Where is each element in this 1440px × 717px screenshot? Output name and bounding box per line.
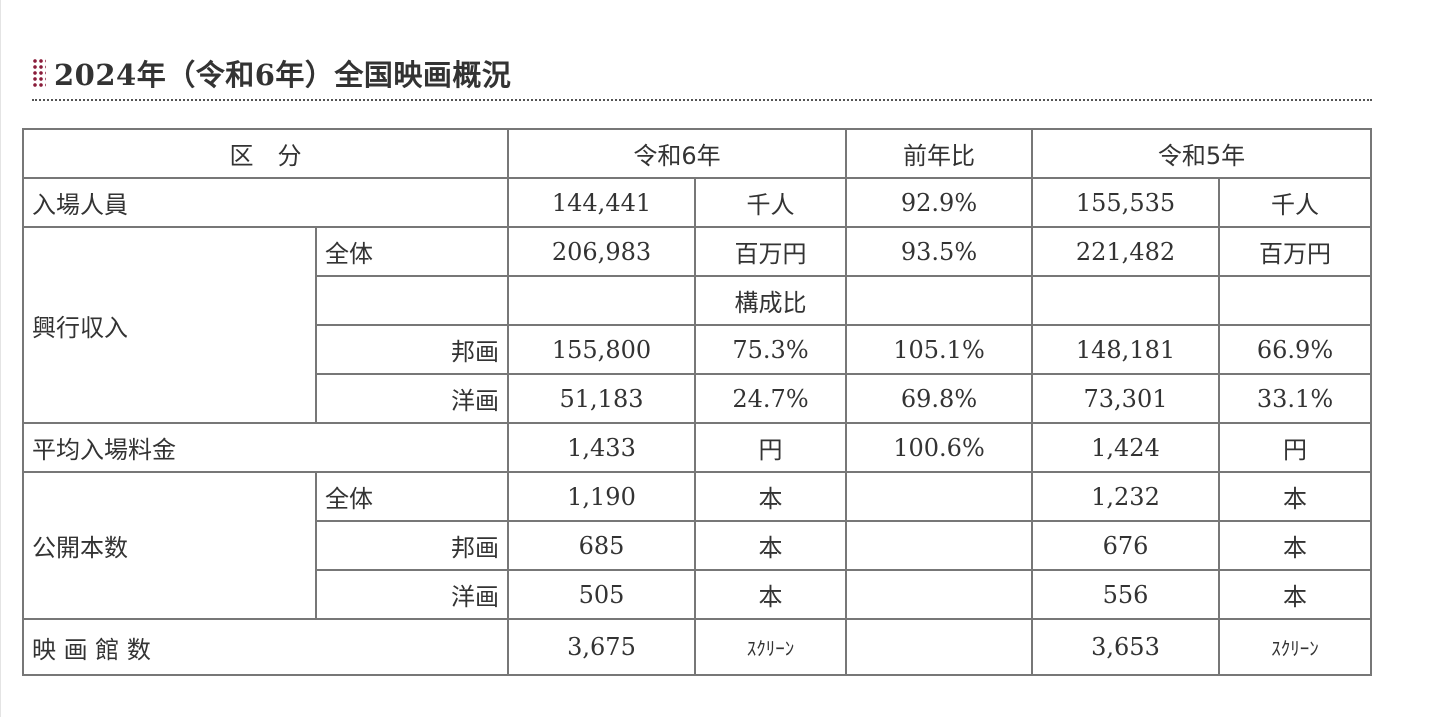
cell-r5-unit: 本: [1218, 520, 1372, 571]
cell-r6: 1,190: [507, 471, 696, 522]
header-category: 区 分: [22, 128, 509, 179]
table-row: 興行収入 全体 206,983 百万円 93.5% 221,482 百万円: [22, 226, 1372, 424]
empty-cell: [1031, 275, 1220, 326]
cell-r6: 505: [507, 569, 696, 620]
cell-r5: 556: [1031, 569, 1220, 620]
cell-r6-unit: 本: [694, 471, 847, 522]
table-row: 邦画 155,800 75.3% 105.1% 148,181 66.9%: [23, 324, 1372, 375]
sub-label: 洋画: [315, 373, 509, 424]
cell-r6: 1,433: [507, 422, 696, 473]
table-row: 映 画 館 数 3,675 ｽｸﾘｰﾝ 3,653 ｽｸﾘｰﾝ: [22, 618, 1372, 676]
cell-yoy: 92.9%: [845, 177, 1033, 228]
cell-r5: 676: [1031, 520, 1220, 571]
cell-r5: 221,482: [1031, 226, 1220, 277]
cell-r5-unit: ｽｸﾘｰﾝ: [1218, 618, 1372, 676]
header-yoy: 前年比: [845, 128, 1033, 179]
table-row: 洋画 505 本 556 本: [23, 569, 1372, 620]
cell-r5: 148,181: [1031, 324, 1220, 375]
sub-label: 全体: [315, 226, 509, 277]
dotted-bullet-icon: [32, 58, 46, 88]
empty-cell: [507, 275, 696, 326]
cell-r6: 685: [507, 520, 696, 571]
cell-r5: 1,424: [1031, 422, 1220, 473]
cell-r6: 3,675: [507, 618, 696, 676]
empty-cell: [845, 471, 1033, 522]
cell-r6: 51,183: [507, 373, 696, 424]
cell-r6-unit: 本: [694, 520, 847, 571]
cell-r5-unit: 円: [1218, 422, 1372, 473]
table-row: 平均入場料金 1,433 円 100.6% 1,424 円: [22, 422, 1372, 473]
table-row: 構成比: [23, 275, 1372, 326]
sub-label: 全体: [315, 471, 509, 522]
row-label: 公開本数: [22, 471, 317, 620]
sub-label: 邦画: [315, 324, 509, 375]
cell-r6: 206,983: [507, 226, 696, 277]
cell-r5-unit: 本: [1218, 569, 1372, 620]
cell-r6-ratio: 75.3%: [694, 324, 847, 375]
ratio-label: 構成比: [694, 275, 847, 326]
cell-r6-unit: 円: [694, 422, 847, 473]
cell-r5: 155,535: [1031, 177, 1220, 228]
cell-r6-ratio: 24.7%: [694, 373, 847, 424]
row-label: 興行収入: [22, 226, 317, 424]
cell-r6: 144,441: [507, 177, 696, 228]
cell-r5-unit: 千人: [1218, 177, 1372, 228]
header-r6: 令和6年: [507, 128, 847, 179]
title-block: 2024年（令和6年）全国映画概況: [32, 52, 511, 94]
cell-r6-unit: 本: [694, 569, 847, 620]
cell-yoy: 105.1%: [845, 324, 1033, 375]
cell-r5-ratio: 66.9%: [1218, 324, 1372, 375]
empty-cell: [315, 275, 509, 326]
cell-yoy: 100.6%: [845, 422, 1033, 473]
cell-r5: 73,301: [1031, 373, 1220, 424]
cell-r5-ratio: 33.1%: [1218, 373, 1372, 424]
empty-cell: [845, 520, 1033, 571]
dotted-divider: [32, 99, 1372, 101]
cell-r5: 3,653: [1031, 618, 1220, 676]
cell-r6-unit: 百万円: [694, 226, 847, 277]
table-row: 洋画 51,183 24.7% 69.8% 73,301 33.1%: [23, 373, 1372, 424]
cell-r5: 1,232: [1031, 471, 1220, 522]
sub-label: 洋画: [315, 569, 509, 620]
row-label: 映 画 館 数: [22, 618, 509, 676]
page-title: 2024年（令和6年）全国映画概況: [54, 58, 512, 92]
sub-label: 邦画: [315, 520, 509, 571]
cell-r6: 155,800: [507, 324, 696, 375]
empty-cell: [845, 275, 1033, 326]
header-row: 区 分 令和6年 前年比 令和5年: [22, 128, 1372, 179]
table-row: 邦画 685 本 676 本: [23, 520, 1372, 571]
movie-overview-table: 区 分 令和6年 前年比 令和5年 入場人員 144,441 千人 92.9% …: [22, 128, 1372, 676]
table-row: 公開本数 全体 1,190 本 1,232 本: [22, 471, 1372, 620]
cell-r6-unit: 千人: [694, 177, 847, 228]
cell-yoy: 93.5%: [845, 226, 1033, 277]
cell-r6-unit: ｽｸﾘｰﾝ: [694, 618, 847, 676]
empty-cell: [845, 569, 1033, 620]
cell-r5-unit: 百万円: [1218, 226, 1372, 277]
empty-cell: [1218, 275, 1372, 326]
empty-cell: [845, 618, 1033, 676]
cell-yoy: 69.8%: [845, 373, 1033, 424]
header-r5: 令和5年: [1031, 128, 1372, 179]
table-row: 入場人員 144,441 千人 92.9% 155,535 千人: [22, 177, 1372, 228]
row-label: 平均入場料金: [22, 422, 509, 473]
cell-r5-unit: 本: [1218, 471, 1372, 522]
row-label: 入場人員: [22, 177, 509, 228]
